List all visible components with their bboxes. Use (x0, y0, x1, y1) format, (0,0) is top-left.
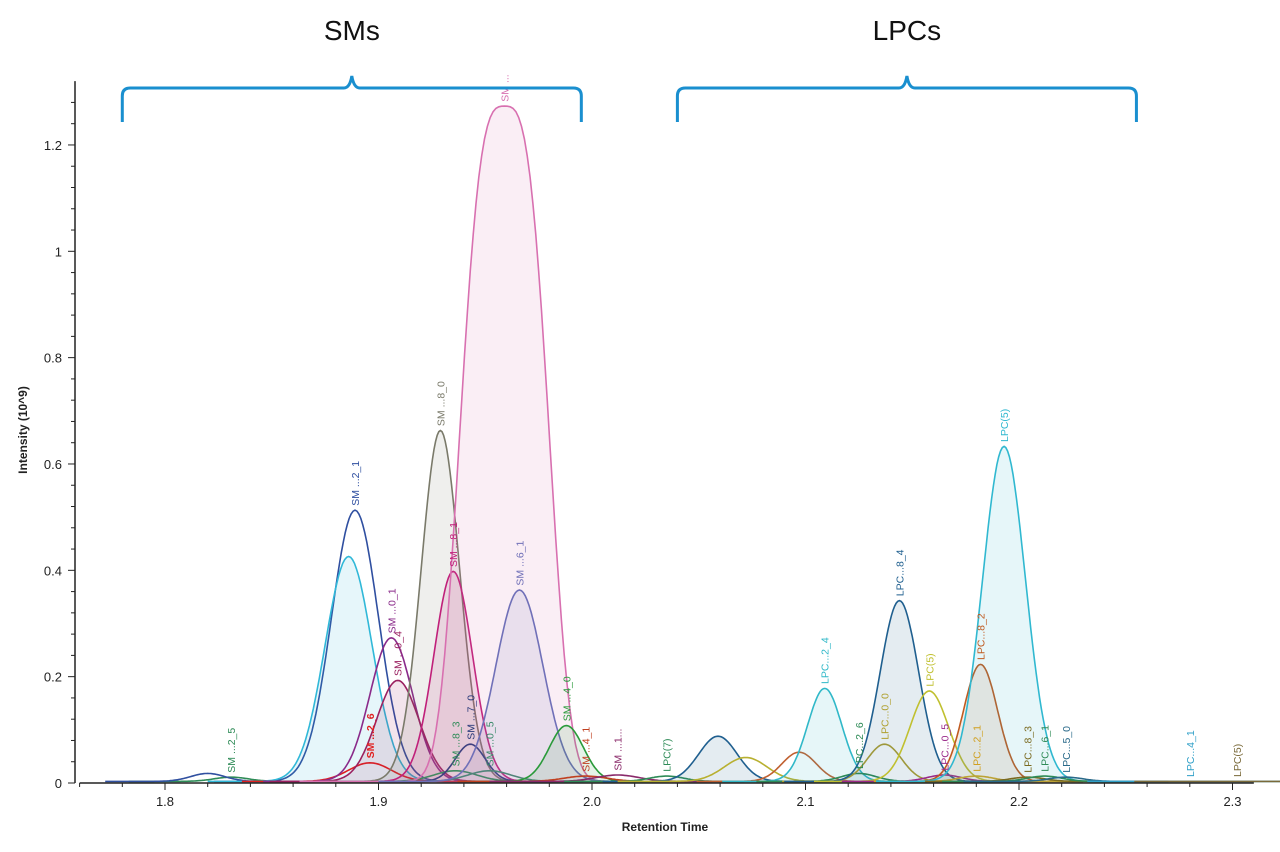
peak-fill (875, 446, 1131, 783)
peak-fill (269, 680, 526, 783)
peak-label: SM ...2_1 (350, 461, 362, 506)
axes: 1.8 1.9 2.0 2.1 2.2 2.3 0 0.2 0.4 0.6 0.8 1 1.2 (44, 81, 1254, 809)
peak-label: LPC...2_1 (971, 725, 983, 772)
peak-label: SM ...1... (613, 729, 625, 771)
peak-label: LPC(5) (999, 409, 1011, 442)
peak-fill (299, 106, 707, 784)
peak-label: SM ...0_5 (485, 721, 497, 766)
group-bracket (120, 75, 583, 122)
peak-fill (337, 571, 567, 783)
y-tick-label: 0.4 (44, 563, 62, 578)
peak-fill (207, 556, 488, 783)
y-tick-label: 1.2 (44, 138, 62, 153)
peak-label: LPC...2_6 (854, 722, 866, 769)
group-label: LPCs (873, 15, 941, 46)
y-tick-label: 1 (55, 244, 62, 259)
peak-label: LPC...8_4 (894, 549, 906, 596)
x-tick-label: 2.1 (796, 794, 814, 809)
x-tick-label: 1.8 (156, 794, 174, 809)
peak-label: LPC...0_0 (880, 693, 892, 740)
group-bracket (675, 75, 1138, 122)
peak-label: LPC...0_5 (939, 724, 951, 771)
peak-fill (722, 688, 928, 783)
peak-label: LPC...8_3 (1023, 726, 1035, 773)
y-tick-label: 0.2 (44, 670, 62, 685)
peak-fill (602, 736, 832, 783)
peak-label: SM ...7_0 (465, 695, 477, 740)
peak-label: LPC...8_2 (976, 613, 988, 660)
peak-label: SM ...2_6 (365, 713, 377, 758)
peak-label: LPC(5) (1232, 744, 1244, 777)
peak-fill (378, 590, 661, 783)
peak-label: SM ...4_1 (581, 727, 593, 772)
peak-label: LPC(5) (924, 653, 936, 686)
x-tick-label: 1.9 (369, 794, 387, 809)
peak-label: SM ...0_4 (393, 631, 405, 676)
peak-label: SM ...4_0 (561, 676, 573, 721)
y-tick-label: 0.6 (44, 457, 62, 472)
peak-fill (463, 725, 669, 783)
peak-label: SM ...8_1 (448, 522, 460, 567)
peak-label: LPC...2_4 (820, 637, 832, 684)
x-tick-label: 2.0 (583, 794, 601, 809)
x-tick-label: 2.2 (1010, 794, 1028, 809)
group-label: SMs (324, 15, 380, 46)
y-tick-label: 0.8 (44, 351, 62, 366)
peak-fill (784, 600, 1014, 783)
peak-label: LPC...5_0 (1061, 726, 1073, 773)
x-tick-label: 2.3 (1223, 794, 1241, 809)
peak-label: SM ...6_1 (514, 541, 526, 586)
peaks-layer (105, 105, 1280, 784)
x-axis-title: Retention Time (622, 820, 709, 834)
peak-label: SM ...8_0 (435, 381, 447, 426)
group-brackets: SMs LPCs (120, 15, 1138, 122)
peak-label: SM ...2_5 (226, 728, 238, 773)
peak-labels: SM ...2_5SM ...2_1SM ...2_6SM ...0_1SM .… (226, 74, 1244, 777)
peak-label: LPC(7) (662, 738, 674, 771)
peak-label: SM ...0_1 (386, 588, 398, 633)
peak-label: LPC...4_1 (1185, 730, 1197, 777)
peak-label: LPC...6_1 (1040, 725, 1052, 772)
y-tick-label: 0 (55, 776, 62, 791)
peak-fill (878, 664, 1084, 783)
y-axis-title: Intensity (10^9) (16, 386, 30, 474)
peak-label: SM ...8_3 (450, 721, 462, 766)
peak-fill (325, 430, 555, 783)
